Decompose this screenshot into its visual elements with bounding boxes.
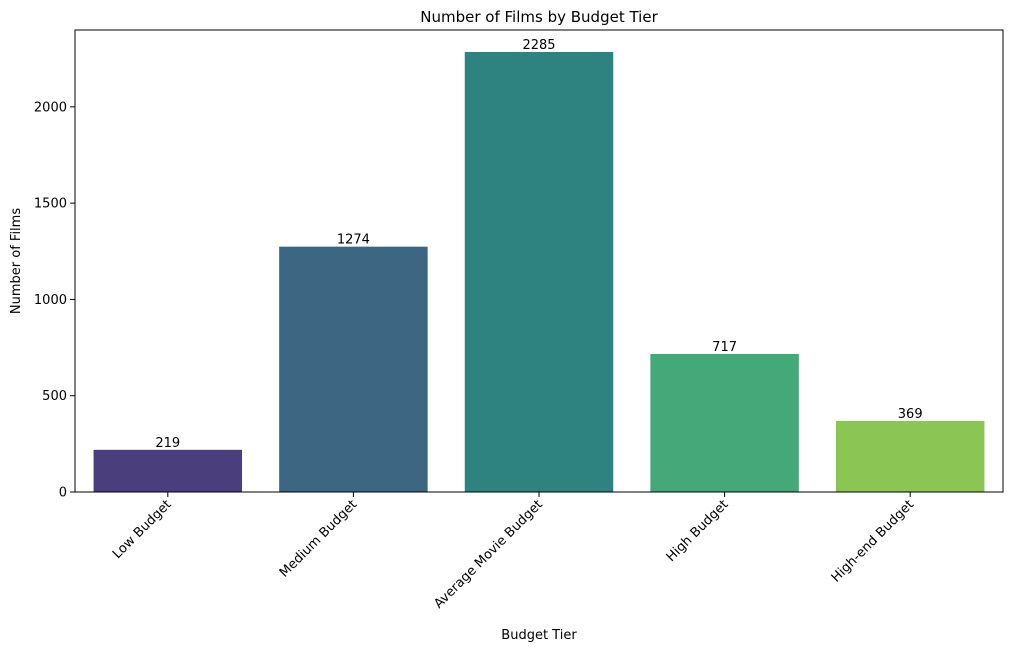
bar-medium-budget xyxy=(279,246,428,492)
x-axis: Low Budget Medium Budget Average Movie Bud… xyxy=(110,492,917,612)
data-label-high-end-budget: 369 xyxy=(898,407,923,422)
x-tick-label-high-end-budget: High-end Budget xyxy=(829,497,917,585)
x-axis-label: Budget Tier xyxy=(501,628,577,643)
y-axis: 0 500 1000 1500 2000 xyxy=(34,100,75,501)
bar-average-movie-budget xyxy=(464,51,614,492)
y-tick-label-2000: 2000 xyxy=(34,100,67,115)
y-tick-label-1500: 1500 xyxy=(34,197,67,212)
y-tick-label-0: 0 xyxy=(59,486,67,501)
bar-high-budget xyxy=(650,353,799,492)
data-labels-layer: 219 1274 2285 717 369 xyxy=(155,38,922,451)
x-tick-label-average-movie-budget: Average Movie Budget xyxy=(431,497,545,611)
bar-low-budget xyxy=(93,449,243,492)
y-tick-label-500: 500 xyxy=(42,389,67,404)
bar-high-end-budget xyxy=(835,420,985,492)
bars-layer xyxy=(93,51,985,492)
data-label-medium-budget: 1274 xyxy=(337,233,370,248)
y-axis-label: Number of Films xyxy=(9,208,24,314)
x-tick-label-medium-budget: Medium Budget xyxy=(277,497,360,580)
x-tick-label-high-budget: High Budget xyxy=(664,497,732,565)
data-label-low-budget: 219 xyxy=(155,436,180,451)
data-label-average-movie-budget: 2285 xyxy=(522,38,555,53)
x-tick-label-low-budget: Low Budget xyxy=(110,497,175,562)
chart-title: Number of Films by Budget Tier xyxy=(420,8,658,26)
data-label-high-budget: 717 xyxy=(712,340,737,355)
plot-frame xyxy=(74,29,1004,493)
y-tick-label-1000: 1000 xyxy=(34,293,67,308)
